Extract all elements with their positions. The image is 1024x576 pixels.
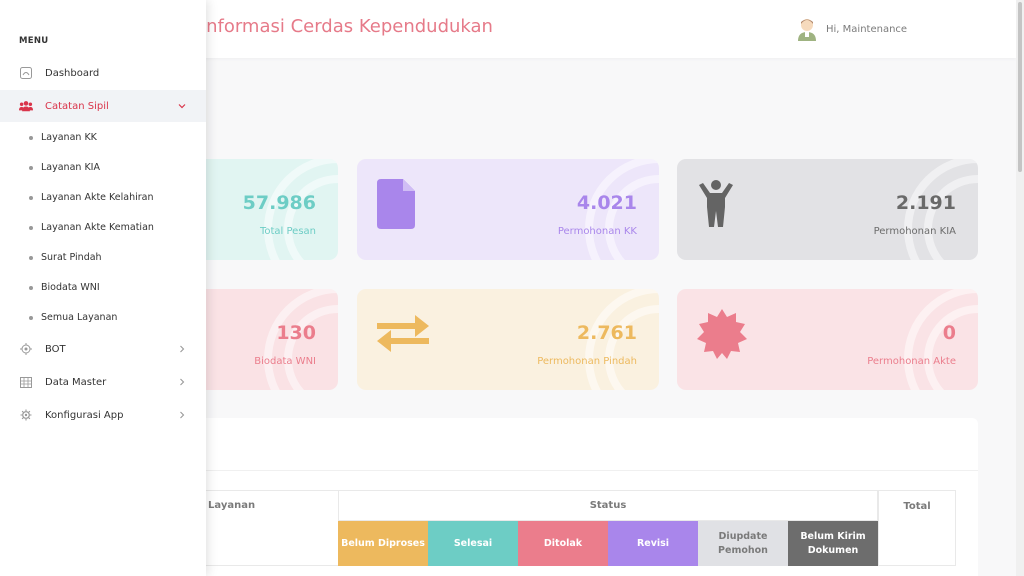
sidebar-subitem-label: Biodata WNI [41,282,100,293]
card-label: Permohonan Akte [867,356,956,367]
sidebar-subitem-surat-pindah[interactable]: Surat Pindah [29,252,102,263]
status-ditolak: Ditolak [518,521,608,566]
exchange-icon [377,313,429,357]
sidebar-subitem-label: Layanan Akte Kelahiran [41,192,154,203]
sidebar-item-konfigurasi-app[interactable]: Konfigurasi App [0,399,206,431]
card-value: 2.191 [895,192,956,214]
card-value: 130 [276,322,316,344]
chevron-right-icon [180,378,185,386]
app-title: stem Informasi Cerdas Kependudukan [150,16,493,37]
sidebar-item-label: Konfigurasi App [45,409,124,421]
user-avatar-icon [796,17,818,41]
status-diupdate-pemohon: Diupdate Pemohon [698,521,788,566]
sidebar-item-data-master[interactable]: Data Master [0,366,206,398]
card-value: 4.021 [576,192,637,214]
sidebar-item-label: BOT [45,343,66,355]
card-decoration [585,289,659,390]
chevron-right-icon [180,411,185,419]
sidebar-subitem-layanan-akte-kelahiran[interactable]: Layanan Akte Kelahiran [29,192,154,203]
sidebar: MENU Dashboard Catatan Sipil Layanan KK … [0,0,206,576]
scrollbar-thumb[interactable] [1018,2,1022,172]
sidebar-item-catatan-sipil[interactable]: Catatan Sipil [0,90,206,122]
sidebar-subitem-label: Layanan KIA [41,162,100,173]
card-label: Permohonan KIA [873,226,956,237]
sidebar-item-label: Dashboard [45,67,100,79]
bullet-icon [29,315,33,320]
user-greeting: Hi, Maintenance [826,23,908,35]
card-decoration [904,159,978,260]
card-permohonan-pindah[interactable]: 2.761 Permohonan Pindah [357,289,659,390]
header-status: Status [589,500,627,511]
sidebar-subitem-label: Surat Pindah [41,252,102,263]
chevron-right-icon [180,345,185,353]
status-revisi: Revisi [608,521,698,566]
card-permohonan-kk[interactable]: 4.021 Permohonan KK [357,159,659,260]
grid-icon [19,375,33,389]
sidebar-item-bot[interactable]: BOT [0,333,206,365]
card-value: 57.986 [242,192,316,214]
sidebar-item-label: Catatan Sipil [45,100,109,112]
bullet-icon [29,165,33,170]
bullet-icon [29,195,33,200]
sidebar-subitem-layanan-kia[interactable]: Layanan KIA [29,162,100,173]
bot-icon [19,342,33,356]
document-icon [377,179,415,233]
card-value: 2.761 [576,322,637,344]
card-label: Permohonan KK [557,226,637,237]
sidebar-subitem-semua-layanan[interactable]: Semua Layanan [29,312,117,323]
status-selesai: Selesai [428,521,518,566]
users-icon [19,99,33,113]
child-icon [697,179,735,233]
bullet-icon [29,135,33,140]
card-decoration [264,289,338,390]
bullet-icon [29,285,33,290]
sidebar-item-label: Data Master [45,376,107,388]
sidebar-subitem-biodata-wni[interactable]: Biodata WNI [29,282,100,293]
card-label: Permohonan Pindah [537,356,637,367]
table-header: Layanan Status Total Belum Diproses Sele… [140,490,978,576]
dashboard-icon [19,66,33,80]
status-belum-kirim-dokumen: Belum Kirim Dokumen [788,521,878,566]
card-decoration [904,289,978,390]
badge-certificate-icon [697,309,747,363]
card-label: Biodata WNI [254,356,316,367]
header-total: Total [903,501,931,512]
sidebar-subitem-layanan-kk[interactable]: Layanan KK [29,132,97,143]
menu-heading: MENU [19,36,49,46]
chevron-down-icon [178,104,186,109]
panel-divider [140,470,978,471]
sidebar-subitem-label: Layanan Akte Kematian [41,222,154,233]
card-decoration [264,159,338,260]
status-belum-diproses: Belum Diproses [338,521,428,566]
sidebar-subitem-label: Semua Layanan [41,312,118,323]
card-decoration [585,159,659,260]
header-layanan: Layanan [208,500,256,511]
user-menu[interactable]: Hi, Maintenance [796,17,907,41]
sidebar-subitem-label: Layanan KK [41,132,97,143]
card-value: 0 [942,322,956,344]
card-permohonan-akte[interactable]: 0 Permohonan Akte [677,289,978,390]
sidebar-item-dashboard[interactable]: Dashboard [0,57,206,89]
card-permohonan-kia[interactable]: 2.191 Permohonan KIA [677,159,978,260]
bullet-icon [29,255,33,260]
card-label: Total Pesan [259,226,316,237]
bullet-icon [29,225,33,230]
header-total-cell: Total [878,490,956,566]
page-scrollbar[interactable] [1016,0,1024,576]
sidebar-subitem-layanan-akte-kematian[interactable]: Layanan Akte Kematian [29,222,154,233]
gear-icon [19,408,33,422]
header-status-cell: Status [338,490,878,521]
layanan-status-panel: Layanan Status Total Belum Diproses Sele… [140,418,978,576]
